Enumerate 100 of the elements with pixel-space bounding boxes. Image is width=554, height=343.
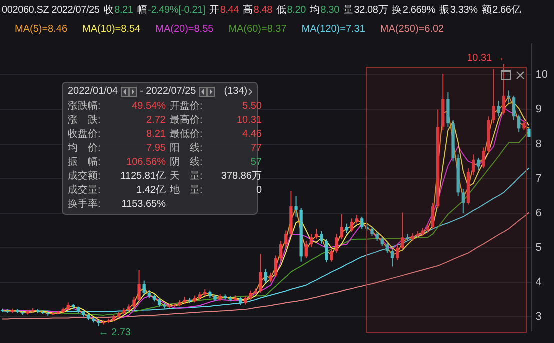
text: MA(250)=6.02 [380, 24, 445, 35]
candlestick [512, 95, 516, 121]
text: 额 [482, 5, 492, 16]
candlestick [330, 248, 334, 262]
text: 开 [210, 5, 220, 16]
text: 8.30 [320, 5, 340, 16]
annotation: 最高价: [170, 114, 204, 127]
candlestick [482, 147, 486, 169]
text: 收 [104, 5, 114, 16]
annotation: 1153.65% [120, 198, 166, 211]
annotation: 10.31 [236, 114, 262, 127]
annotation: 成交额: [68, 170, 102, 183]
y-tick-label: 6 [536, 207, 542, 220]
candlestick [360, 216, 364, 230]
text: 2.669% [402, 5, 436, 16]
annotation: 57 [250, 156, 262, 169]
candlestick [386, 242, 389, 254]
candlestick [284, 230, 288, 249]
text: 高 [242, 5, 253, 16]
candlestick [325, 238, 328, 264]
annotation: 4.46 [242, 128, 262, 141]
y-tick-label: 4 [536, 276, 542, 289]
y-tick-label: 10 [536, 69, 548, 82]
candlestick [477, 158, 480, 171]
text: 振 [440, 5, 450, 16]
text: MA(120)=7.31 [302, 24, 366, 35]
annotation: - 2022/07/25 [140, 86, 196, 97]
candlestick [350, 218, 354, 233]
annotation: 2022/01/04 [68, 86, 118, 97]
text: -2.49%[-0.21] [148, 5, 206, 16]
annotation: 天 量: [170, 170, 204, 183]
candlestick [528, 127, 531, 138]
text: 低 [276, 5, 286, 16]
annotation: 振 幅: [68, 156, 102, 169]
annotation: 阴 线: [170, 156, 204, 169]
candlestick [132, 296, 136, 308]
annotation: 涨跌幅: [68, 100, 102, 113]
y-tick-label: 5 [536, 242, 542, 254]
text: 8.20 [287, 5, 306, 16]
annotation: 2.72 [146, 114, 166, 127]
y-tick-label: 9 [536, 104, 542, 116]
y-tick-label: 7 [536, 172, 542, 185]
candlestick [396, 244, 400, 261]
annotation: 8.21 [146, 128, 166, 141]
annotation: 开盘价: [170, 100, 204, 113]
candlestick [401, 212, 404, 250]
annotation: 收盘价: [68, 128, 102, 141]
annotation: 0 [255, 184, 262, 197]
candlestick [522, 120, 526, 131]
text: 8.48 [254, 5, 272, 16]
candlestick [497, 100, 500, 118]
candlestick [259, 254, 262, 294]
candlestick [492, 68, 496, 124]
candlestick [335, 234, 338, 254]
annotation: 地 量: [170, 184, 204, 197]
candlestick [138, 270, 141, 302]
annotation: 涨 跌: [68, 114, 102, 127]
candlestick [518, 114, 521, 133]
annotation: 均 价: [68, 142, 102, 155]
annotation: 最低价: [170, 128, 204, 141]
annotation: 7.95 [146, 142, 166, 155]
annotation: 10.31 → [467, 53, 505, 64]
annotation: 378.86万 [220, 170, 262, 183]
candlestick [431, 202, 435, 230]
candlestick [294, 196, 298, 218]
candlestick [314, 228, 318, 240]
y-tick-label: 3 [536, 311, 542, 324]
candlestick [462, 188, 465, 214]
candlestick [472, 154, 476, 176]
text: 均 [310, 5, 320, 16]
text: 幅 [137, 5, 148, 16]
annotation: 49.54% [131, 100, 166, 113]
text: 2.66亿 [492, 5, 522, 16]
annotation: 1.42亿 [136, 184, 166, 197]
text: 32.08万 [354, 5, 388, 16]
text: MA(10)=8.54 [82, 24, 142, 35]
annotation: 成交量: [68, 184, 102, 197]
annotation: 1125.81亿 [120, 170, 166, 183]
candlestick [310, 234, 314, 248]
text: 8.44 [220, 5, 239, 16]
candlestick [320, 230, 324, 244]
annotation: 5.50 [242, 100, 262, 113]
candlestick [264, 268, 268, 284]
candlestick [269, 272, 273, 284]
annotation: 阳 线: [170, 142, 204, 155]
annotation: 换手率: [68, 198, 102, 211]
text: 3.33% [450, 5, 478, 16]
candlestick [304, 240, 308, 259]
candlestick [502, 64, 506, 116]
text: 8.21 [114, 5, 134, 16]
annotation: (134) [224, 86, 248, 97]
text: MA(5)=8.46 [15, 24, 68, 35]
annotation: ← 2.73 [98, 327, 132, 338]
annotation: 77 [250, 142, 262, 155]
annotation: 106.56% [126, 156, 166, 169]
text: MA(20)=8.55 [156, 24, 214, 35]
candlestick [142, 280, 146, 296]
text: 换 [392, 5, 402, 16]
text: MA(60)=8.37 [228, 24, 288, 35]
candlestick [280, 240, 283, 262]
